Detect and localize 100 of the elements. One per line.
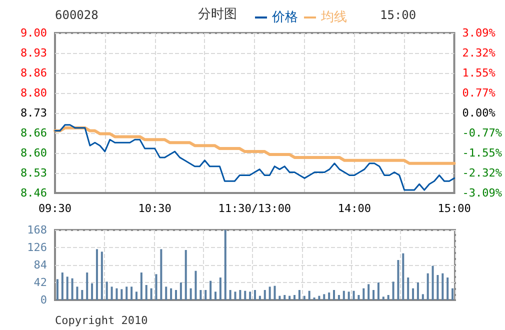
y2-tick-label: -2.32% — [462, 166, 502, 180]
bar — [61, 272, 64, 300]
bar — [210, 280, 212, 300]
bar — [268, 286, 271, 300]
y-tick-label: 42 — [34, 276, 47, 289]
bar — [426, 273, 429, 300]
x-tick-label: 15:00 — [438, 202, 471, 215]
bar — [116, 288, 118, 300]
bar — [264, 290, 266, 300]
bar — [294, 295, 296, 300]
bar — [372, 290, 375, 300]
bar — [145, 285, 148, 300]
y2-tick-label: -0.77% — [462, 126, 502, 140]
bar — [170, 288, 172, 300]
bar — [348, 292, 350, 300]
y-tick-label: 9.00 — [20, 26, 47, 40]
bar — [219, 278, 222, 300]
bar — [56, 279, 58, 300]
bar — [110, 286, 113, 300]
bar — [452, 288, 454, 300]
bar — [377, 282, 380, 300]
bar — [254, 290, 256, 300]
bar — [66, 276, 68, 300]
bar — [214, 292, 216, 300]
y-tick-label: 8.60 — [20, 146, 47, 160]
bar — [323, 294, 326, 300]
bar — [278, 296, 281, 300]
bar — [184, 250, 187, 300]
bar — [244, 290, 246, 300]
bar — [165, 286, 168, 300]
y-tick-label: 126 — [27, 241, 47, 254]
bar — [180, 282, 182, 300]
text: 15:00 — [380, 8, 416, 22]
bar — [81, 290, 84, 300]
bar — [368, 284, 370, 300]
bar — [432, 266, 434, 300]
y-tick-label: 8.46 — [20, 186, 47, 200]
bar — [160, 249, 162, 300]
bar — [333, 290, 336, 300]
bar — [86, 272, 88, 300]
bar — [224, 230, 226, 300]
bar — [402, 253, 404, 300]
bar — [362, 288, 365, 300]
bar — [229, 290, 232, 300]
y-tick-label: 8.53 — [20, 166, 47, 180]
bar — [382, 296, 384, 300]
x-tick-label: 09:30 — [38, 202, 72, 215]
bar — [387, 295, 390, 300]
x-tick-label: 11:30/13:00 — [218, 202, 292, 215]
bar — [239, 290, 242, 300]
bar — [91, 283, 94, 300]
y-tick-label: 0 — [40, 294, 47, 306]
y2-tick-label: -3.09% — [462, 186, 502, 200]
bar — [328, 292, 330, 300]
bar — [442, 273, 444, 300]
bar — [436, 275, 439, 300]
text: Copyright 2010 — [55, 314, 148, 327]
bar — [358, 295, 360, 300]
bar — [288, 296, 291, 300]
bar — [106, 282, 108, 300]
bar — [194, 270, 197, 300]
y2-tick-label: 2.32% — [462, 46, 496, 60]
bar — [155, 274, 158, 300]
bar — [71, 278, 74, 300]
bar — [308, 290, 310, 300]
y-tick-label: 8.73 — [20, 106, 47, 120]
bar — [416, 282, 419, 300]
y-tick-label: 8.93 — [20, 46, 47, 60]
line-series — [54, 124, 456, 191]
bar — [135, 292, 138, 300]
bar — [338, 295, 340, 300]
y2-tick-label: -1.55% — [462, 146, 502, 160]
bar — [100, 252, 103, 300]
bar — [200, 290, 202, 300]
legend-label: 均线 — [320, 10, 347, 25]
bar — [126, 286, 128, 300]
bar — [422, 294, 424, 300]
bar — [298, 290, 300, 300]
bar — [412, 288, 414, 300]
line-series — [54, 126, 456, 165]
bar — [249, 292, 252, 300]
x-tick-label: 10:30 — [138, 202, 172, 215]
bar — [140, 272, 142, 300]
y2-tick-label: 1.55% — [462, 66, 496, 80]
bar — [446, 278, 449, 300]
x-tick-label: 14:00 — [338, 202, 372, 215]
bar — [352, 290, 355, 300]
bar — [150, 288, 152, 300]
chart-subtitle: 分时图 — [198, 7, 237, 22]
bar — [130, 286, 133, 300]
bar — [174, 290, 177, 300]
y-tick-label: 168 — [27, 224, 47, 236]
bar — [274, 286, 276, 300]
bar — [392, 282, 394, 300]
bar — [234, 292, 236, 300]
y-tick-label: 8.86 — [20, 66, 47, 80]
y2-tick-label: 3.09% — [462, 26, 496, 40]
bar — [204, 290, 207, 300]
bar — [258, 296, 261, 300]
bar — [342, 290, 345, 300]
